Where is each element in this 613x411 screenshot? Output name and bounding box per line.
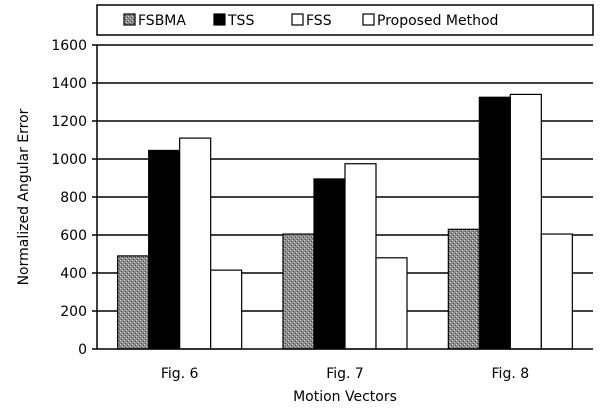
legend-label-fsbma: FSBMA — [138, 13, 186, 29]
y-tick-label: 1400 — [51, 76, 87, 92]
y-tick-label: 200 — [60, 304, 87, 320]
bars — [117, 93, 573, 350]
legend-swatch-fsbma — [123, 13, 136, 26]
legend-swatch-proposed-method — [362, 13, 375, 26]
y-tick-label: 400 — [60, 266, 87, 282]
bar-proposed-method-fig-7 — [375, 257, 408, 350]
legend-label-tss: TSS — [227, 13, 254, 29]
bar-tss-fig-8 — [478, 96, 511, 350]
y-tick-label: 1000 — [51, 152, 87, 168]
legend: FSBMA TSS FSS Proposed Method — [96, 4, 594, 36]
y-axis-ticks: 0 200 400 600 800 1000 1200 1400 1600 — [51, 38, 97, 358]
x-category-label: Fig. 8 — [492, 366, 530, 382]
bar-tss-fig-7 — [313, 178, 346, 350]
bar-fss-fig-7 — [344, 163, 377, 350]
legend-frame — [96, 4, 594, 36]
legend-swatch-fss — [291, 13, 304, 26]
bar-fss-fig-8 — [509, 93, 542, 350]
bar-fsbma-fig-8 — [447, 228, 480, 350]
legend-label-proposed-method: Proposed Method — [377, 13, 498, 29]
bar-fsbma-fig-6 — [117, 255, 150, 350]
y-tick-label: 0 — [78, 342, 87, 358]
bar-proposed-method-fig-8 — [540, 233, 573, 350]
y-tick-label: 1600 — [51, 38, 87, 54]
y-axis-title: Normalized Angular Error — [16, 108, 32, 285]
bar-fsbma-fig-7 — [282, 233, 315, 350]
bar-fss-fig-6 — [179, 137, 212, 350]
x-category-label: Fig. 7 — [326, 366, 364, 382]
y-tick-label: 1200 — [51, 114, 87, 130]
x-category-label: Fig. 6 — [161, 366, 199, 382]
x-axis-categories: Fig. 6 Fig. 7 Fig. 8 — [161, 366, 529, 382]
bar-proposed-method-fig-6 — [210, 269, 243, 350]
legend-label-fss: FSS — [306, 13, 332, 29]
legend-swatch-tss — [213, 13, 226, 26]
bar-tss-fig-6 — [148, 149, 181, 350]
y-tick-label: 800 — [60, 190, 87, 206]
x-axis-title: Motion Vectors — [293, 389, 397, 405]
y-tick-label: 600 — [60, 228, 87, 244]
